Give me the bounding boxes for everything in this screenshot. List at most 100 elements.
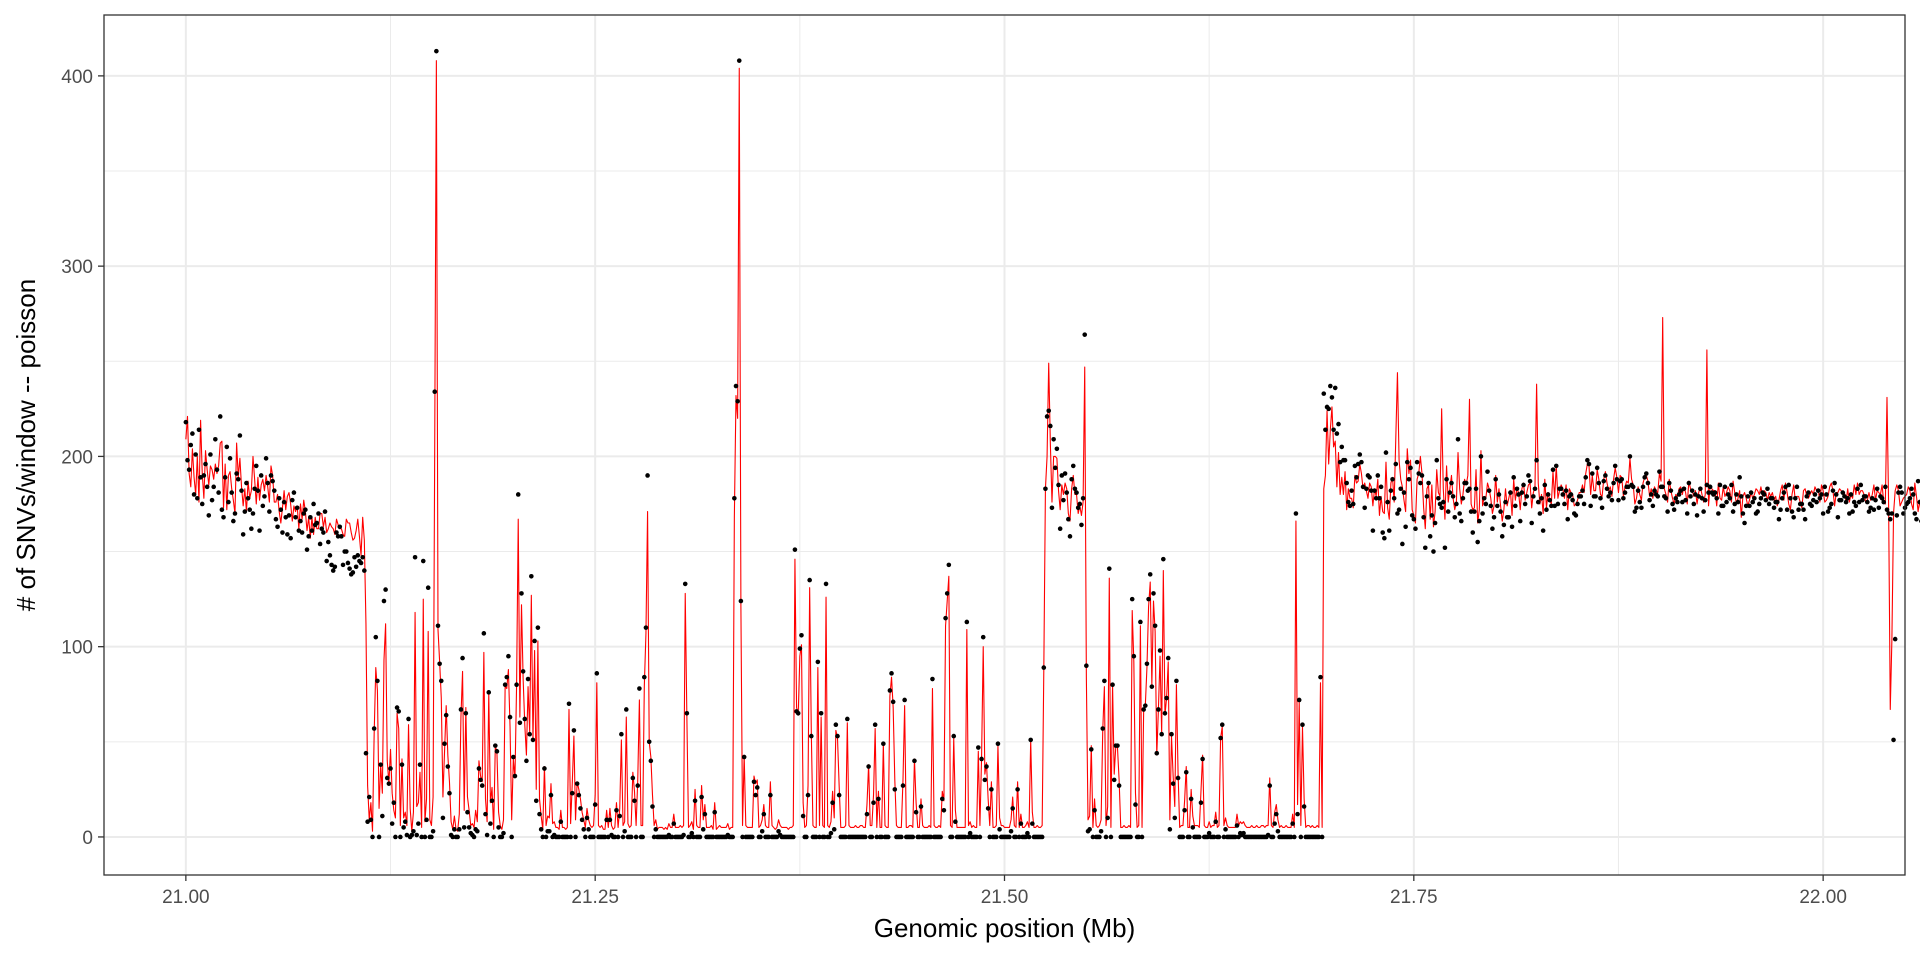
data-point — [1874, 486, 1880, 492]
data-point — [815, 659, 821, 665]
data-point — [520, 669, 526, 674]
data-point — [1157, 648, 1163, 653]
data-point — [388, 766, 393, 771]
data-point — [669, 834, 675, 840]
data-point — [447, 790, 452, 796]
data-point — [566, 701, 572, 707]
data-point — [1082, 332, 1088, 337]
data-point — [1159, 731, 1164, 737]
data-point — [977, 834, 983, 840]
data-point — [1876, 505, 1882, 511]
data-point — [1915, 478, 1920, 484]
data-point — [1866, 509, 1872, 514]
data-point — [1501, 522, 1507, 528]
data-point — [308, 515, 313, 520]
data-point — [1440, 499, 1446, 505]
data-point — [1100, 726, 1106, 731]
data-point — [699, 794, 704, 800]
data-point — [263, 456, 269, 461]
data-point — [458, 707, 464, 712]
data-point — [291, 490, 297, 495]
data-point — [1174, 678, 1179, 684]
data-point — [347, 566, 352, 571]
data-point — [1398, 486, 1404, 492]
data-point — [1293, 511, 1299, 516]
data-point — [1496, 492, 1502, 497]
data-point — [1062, 471, 1068, 476]
data-point — [275, 524, 280, 530]
data-point — [797, 646, 803, 651]
data-point — [514, 682, 519, 688]
data-point — [917, 834, 922, 840]
data-point — [1139, 834, 1145, 840]
data-point — [1478, 454, 1484, 459]
data-point — [1622, 490, 1628, 495]
data-point — [1822, 484, 1828, 490]
data-point — [532, 638, 537, 644]
data-point — [1267, 783, 1273, 788]
data-point — [702, 811, 708, 817]
x-tick-label: 21.00 — [162, 887, 210, 908]
data-point — [383, 587, 388, 592]
data-point — [953, 819, 958, 825]
data-point — [759, 828, 765, 834]
data-point — [1131, 653, 1137, 659]
data-point — [1197, 834, 1202, 840]
data-point — [1657, 469, 1662, 474]
data-point — [1652, 488, 1657, 493]
data-point — [602, 834, 608, 840]
data-point — [420, 558, 426, 564]
data-point — [203, 461, 208, 467]
data-point — [1838, 497, 1844, 503]
data-point — [455, 834, 460, 840]
data-point — [1540, 528, 1546, 533]
data-point — [280, 530, 285, 535]
data-point — [1102, 678, 1107, 684]
data-point — [637, 686, 642, 691]
data-point — [381, 598, 387, 604]
data-point — [1149, 684, 1155, 689]
data-point — [1578, 494, 1584, 499]
data-point — [530, 737, 536, 743]
data-point — [1881, 499, 1887, 505]
data-point — [430, 828, 436, 834]
data-point — [985, 806, 991, 811]
data-point — [324, 558, 329, 564]
data-point — [1409, 513, 1415, 518]
data-point — [1046, 408, 1052, 414]
data-point — [1332, 385, 1338, 391]
data-point — [363, 750, 369, 756]
y-tick-label: 200 — [61, 447, 93, 468]
data-point — [1802, 516, 1808, 522]
data-point — [1298, 834, 1304, 840]
data-point — [623, 707, 629, 712]
data-point — [1382, 535, 1387, 541]
data-point — [584, 815, 590, 821]
data-point — [1386, 528, 1392, 533]
data-point — [1188, 796, 1194, 802]
data-point — [452, 827, 457, 832]
data-point — [579, 817, 585, 823]
data-point — [1794, 484, 1800, 490]
data-point — [989, 787, 994, 792]
data-point — [1495, 503, 1500, 509]
data-point — [866, 764, 871, 769]
data-point — [1074, 490, 1079, 495]
data-point — [273, 516, 279, 522]
data-point — [1295, 811, 1300, 817]
data-point — [1748, 490, 1754, 495]
data-point — [1182, 808, 1187, 813]
data-point — [1570, 497, 1575, 503]
data-point — [303, 507, 308, 512]
data-point — [1318, 674, 1323, 680]
data-point — [466, 825, 472, 830]
data-point — [1273, 811, 1279, 817]
data-point — [435, 623, 441, 629]
data-point — [326, 539, 331, 545]
data-point — [995, 741, 1001, 747]
data-point — [1714, 495, 1720, 501]
data-point — [1824, 492, 1829, 497]
data-point — [1401, 490, 1407, 495]
data-point — [1234, 823, 1240, 828]
data-point — [1205, 834, 1210, 840]
